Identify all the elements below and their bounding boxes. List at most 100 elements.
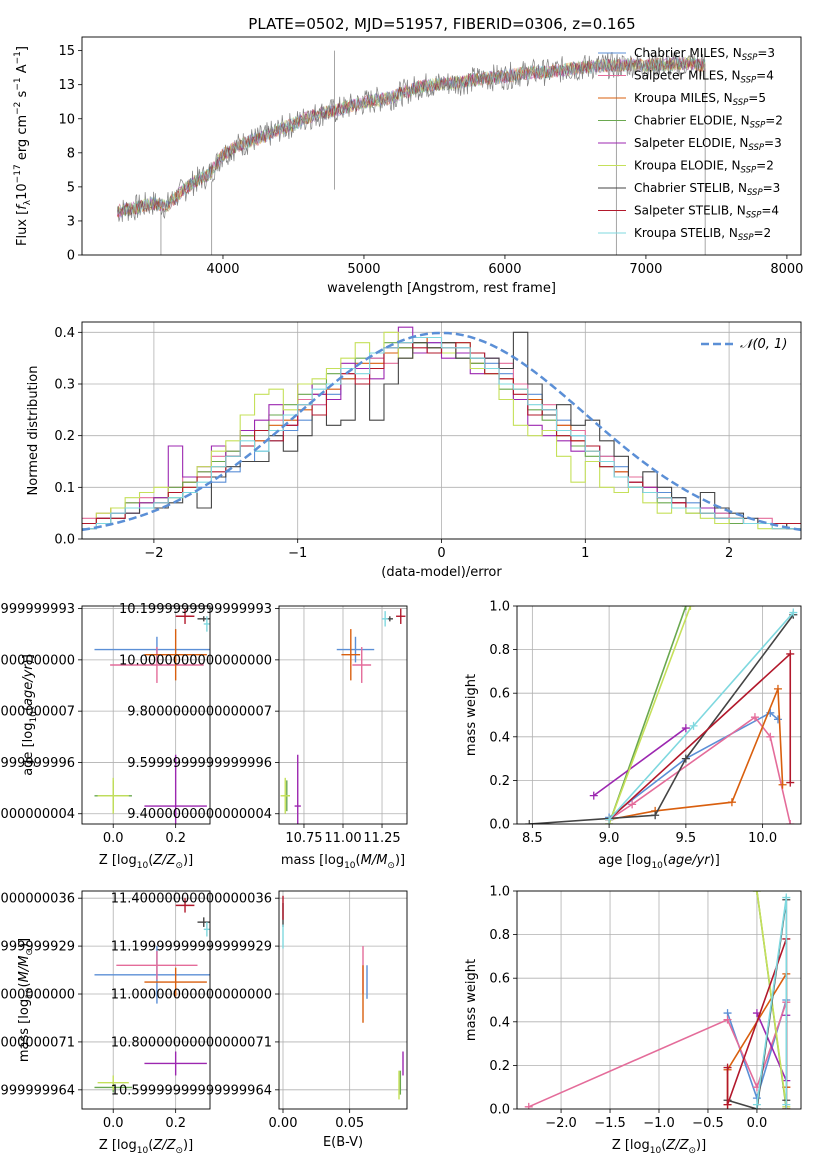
label-part: 10	[15, 183, 30, 200]
weight-series-kroupa_miles	[605, 684, 787, 824]
label-part: )]	[183, 853, 193, 868]
y-tick-label: 0.8	[489, 928, 510, 943]
axes-frame	[516, 605, 802, 825]
y-tick-label: 10.59999999999999964	[111, 1083, 272, 1098]
legend-label-salpeter_miles: Salpeter MILES, NSSP=4	[634, 69, 774, 86]
panel-age_vs_mass: 10.75 11.00 11.25 9.4000000000000004 9.59999…	[119, 602, 408, 871]
x-tick-label: 11.25	[363, 831, 400, 846]
x-axis-label: age [log10(age/yr)]	[598, 853, 720, 871]
y-tick-label: 9.5999999999999996	[127, 756, 272, 771]
y-tick-label: 0.2	[489, 774, 510, 789]
label-part: age [log	[598, 853, 651, 868]
x-tick-label: −0.5	[692, 1116, 724, 1131]
y-tick-label: 0.6	[489, 687, 510, 702]
x-tick-label: 1	[581, 546, 589, 561]
x-tick-label: 7000	[629, 262, 662, 277]
label-part: mass [log	[17, 999, 32, 1062]
point-salpeter_elodie	[144, 754, 207, 824]
weight-marker	[750, 713, 759, 722]
weight-marker	[778, 780, 787, 789]
point-salpeter_stelib	[396, 608, 406, 624]
label-part: (	[17, 982, 32, 987]
plot-area	[94, 898, 210, 1093]
label-part: −17	[13, 164, 23, 183]
panel-mass_vs_ebv: 0.00 0.05 10.59999999999999964 10.800000000…	[111, 890, 408, 1150]
label-part: ]	[15, 46, 30, 51]
weight-marker	[752, 1100, 761, 1109]
y-tick-label: 0.0	[489, 1103, 510, 1118]
axis-layer: 0.0 0.2 10.59999999999999964 10.80000000000…	[0, 890, 211, 1156]
label-part: −1	[13, 77, 23, 90]
y-tick-label: 8	[67, 146, 75, 161]
weight-marker	[686, 606, 695, 610]
y-tick-label: 0.0	[489, 818, 510, 833]
label-part: Flux [	[15, 210, 30, 246]
label-part: (	[148, 853, 153, 868]
label-part: )]	[710, 853, 720, 868]
legend-label-rest: =2	[765, 114, 783, 128]
legend-label-sub: SSP	[750, 121, 766, 131]
panel-residuals: −2 −1 0 1 2 0.0 0.1 0.2 0.3 0.4 (data-model)/error…	[26, 321, 802, 580]
y-tick-label: 10.80000000000000071	[0, 1035, 75, 1050]
label-part: )]	[395, 853, 405, 868]
x-tick-label: 8000	[770, 262, 803, 277]
figure-title: PLATE=0502, MJD=51957, FIBERID=0306, z=0…	[248, 15, 635, 33]
panel-mass_weight_vs_z: −2.0 −1.5 −1.0 −0.5 0.0 0.0 0.2 0.4 0.6 0.8 1.0 Z […	[464, 885, 802, 1156]
axis-layer: 8.5 9.0 9.5 10.0 0.0 0.2 0.4 0.6 0.8 1.0 age [log1…	[464, 600, 802, 871]
x-axis-label: wavelength [Angstrom, rest frame]	[327, 281, 556, 296]
x-tick-label: −1.5	[594, 1116, 626, 1131]
axes-frame	[81, 36, 802, 256]
weight-line	[593, 727, 687, 797]
point-kroupa_miles	[144, 629, 207, 681]
weight-marker	[723, 1015, 732, 1024]
y-tick-label: 0.4	[489, 1015, 510, 1030]
plot-area	[116, 50, 706, 255]
axis-layer: 0.00 0.05 10.59999999999999964 10.800000000…	[111, 890, 408, 1150]
axes-frame	[278, 605, 408, 825]
weight-marker	[727, 798, 736, 807]
point-kroupa_stelib	[203, 922, 210, 937]
y-tick-label: 0.0	[54, 533, 75, 548]
axis-layer: 0.0 0.2 9.4000000000000004 9.59999999999999…	[0, 602, 211, 871]
x-axis-label: Z [log10(Z/Z⊙)]	[99, 1138, 193, 1156]
label-part: (	[661, 1138, 666, 1153]
axes-frame	[81, 321, 802, 540]
point-kroupa_elodie	[280, 777, 290, 814]
y-axis-label: mass weight	[464, 959, 479, 1041]
legend-label-salpeter_stelib: Salpeter STELIB, NSSP=4	[634, 204, 779, 221]
y-tick-label: 0.3	[54, 378, 75, 393]
panel-age_vs_z: 0.0 0.2 9.4000000000000004 9.59999999999999…	[0, 602, 211, 871]
weight-marker	[524, 1102, 533, 1109]
axes-frame	[516, 890, 802, 1110]
x-tick-label: −1	[288, 546, 307, 561]
y-axis-label: mass [log10(M/M⊙)]	[17, 938, 35, 1062]
label-part: erg cm	[15, 115, 30, 164]
axis-layer: 4000 5000 6000 7000 8000 0 3 5 8 10 13 15 wavelength…	[13, 36, 803, 296]
label-part: )]	[183, 1138, 193, 1153]
x-tick-label: 11.00	[324, 831, 361, 846]
label-sub: 10	[651, 861, 663, 871]
x-tick-label: −1.0	[643, 1116, 675, 1131]
legend-label-kroupa_stelib: Kroupa STELIB, NSSP=2	[634, 226, 771, 243]
plot-area	[525, 606, 798, 824]
y-tick-label: 0.2	[54, 429, 75, 444]
legend-label-kroupa_miles: Kroupa MILES, NSSP=5	[634, 91, 766, 108]
weight-marker	[723, 1100, 732, 1109]
label-part: (	[21, 706, 36, 711]
y-tick-label: 13	[58, 78, 75, 93]
x-tick-label: −2	[144, 546, 163, 561]
legend-label-sub: SSP	[742, 53, 758, 63]
x-tick-label: 9.5	[676, 831, 697, 846]
point-salpeter_miles	[116, 950, 198, 980]
x-axis-label: Z [log10(Z/Z⊙)]	[612, 1138, 706, 1156]
x-axis-label: mass [log10(M/M⊙)]	[281, 853, 405, 871]
point-salpeter_miles	[110, 647, 204, 683]
axes-frame	[81, 890, 211, 1110]
weight-marker	[723, 1063, 732, 1072]
y-axis-label: mass weight	[464, 674, 479, 756]
plot-area	[280, 608, 406, 824]
y-tick-label: 5	[67, 180, 75, 195]
x-tick-label: 0.2	[165, 1116, 186, 1131]
